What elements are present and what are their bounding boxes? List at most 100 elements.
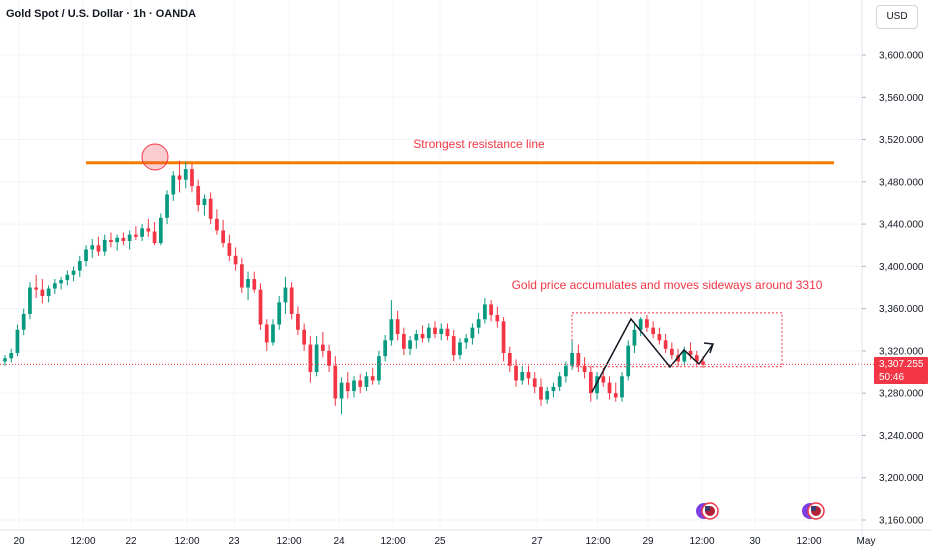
candle <box>28 282 32 320</box>
candle <box>401 327 406 356</box>
candle-body <box>383 340 388 357</box>
candle-body <box>701 361 705 365</box>
candle <box>570 340 574 370</box>
candle <box>158 213 163 246</box>
candle-body <box>314 344 319 373</box>
x-tick-label: 12:00 <box>796 536 821 547</box>
candle-body <box>564 365 568 377</box>
candle-body <box>645 319 649 328</box>
candle <box>489 300 493 322</box>
peak-highlight-circle <box>141 143 169 171</box>
candle <box>115 234 120 251</box>
candle <box>439 323 444 341</box>
candle-body <box>96 245 101 252</box>
candle-body <box>607 382 612 394</box>
candle-body <box>520 372 525 381</box>
candle-body <box>638 319 643 330</box>
candle <box>296 306 300 336</box>
candle-body <box>358 380 363 387</box>
candle-body <box>52 283 57 289</box>
candle <box>657 327 662 345</box>
candle-body <box>158 217 163 244</box>
candle <box>420 325 425 343</box>
candle <box>152 221 157 246</box>
candle-body <box>651 327 656 334</box>
y-tick-label: 3,600.000 <box>879 51 924 62</box>
candle-body <box>264 324 269 343</box>
candle-body <box>271 324 275 343</box>
candle <box>514 359 518 387</box>
y-tick-label: 3,560.000 <box>879 93 924 104</box>
x-tick-label: 12:00 <box>689 536 714 547</box>
candle-body <box>152 231 157 244</box>
candle <box>202 194 207 216</box>
candle-body <box>109 239 113 243</box>
candle <box>215 209 219 235</box>
candle <box>190 163 194 193</box>
candle-body <box>495 314 500 322</box>
economic-event-icon-30 <box>802 502 825 520</box>
candle <box>638 317 643 337</box>
currency-button[interactable]: USD <box>876 5 918 29</box>
candle <box>520 365 525 385</box>
candle <box>383 335 388 362</box>
candle <box>252 271 257 293</box>
x-tick-label: 25 <box>434 536 446 547</box>
candle <box>483 298 487 324</box>
candle-body <box>489 304 493 315</box>
candle <box>476 312 481 334</box>
candle <box>96 236 101 256</box>
candle <box>134 226 138 240</box>
candle-body <box>345 382 350 392</box>
candle <box>613 382 618 402</box>
candle <box>352 376 356 398</box>
candle <box>451 329 456 362</box>
candle <box>433 321 437 339</box>
candle <box>663 334 668 354</box>
bar-countdown: 50:46 <box>879 372 905 383</box>
candle <box>557 372 562 392</box>
candles-group <box>3 160 705 415</box>
candle-body <box>514 365 518 381</box>
candle-body <box>657 334 662 341</box>
candle <box>165 190 169 225</box>
x-tick-label: 12:00 <box>276 536 301 547</box>
candle <box>327 344 331 373</box>
candle <box>171 171 176 201</box>
candle-body <box>146 228 151 232</box>
candle <box>414 329 419 349</box>
candle <box>264 319 269 351</box>
candle <box>289 282 294 320</box>
x-tick-label: 24 <box>333 536 345 547</box>
candle-body <box>21 313 26 330</box>
projection-arrowhead <box>703 342 715 354</box>
current-price-tag: 3,307.255 50:46 <box>874 357 928 384</box>
projection-zigzag <box>591 317 714 393</box>
candle-body <box>296 313 300 330</box>
candle-body <box>620 376 624 398</box>
candle-body <box>476 319 481 328</box>
candle-body <box>183 169 188 180</box>
candle <box>470 323 475 345</box>
candle-body <box>320 344 325 351</box>
candle-body <box>46 288 51 296</box>
x-tick-label: May <box>857 536 876 547</box>
candle-body <box>682 350 687 362</box>
candle-body <box>458 342 462 356</box>
grid-lines <box>0 54 862 521</box>
candle <box>595 372 599 400</box>
candle <box>364 372 369 392</box>
candle <box>233 247 238 271</box>
candle <box>52 279 57 294</box>
candle <box>501 317 506 362</box>
candle <box>9 348 14 363</box>
candle-body <box>77 261 82 271</box>
candle <box>588 365 593 402</box>
y-tick-label: 3,320.000 <box>879 346 924 357</box>
accumulation-zone: Gold price accumulates and moves sideway… <box>512 278 823 368</box>
candle <box>21 308 26 336</box>
candle <box>221 219 225 248</box>
resistance-label: Strongest resistance line <box>413 137 545 151</box>
candle-body <box>221 230 225 244</box>
